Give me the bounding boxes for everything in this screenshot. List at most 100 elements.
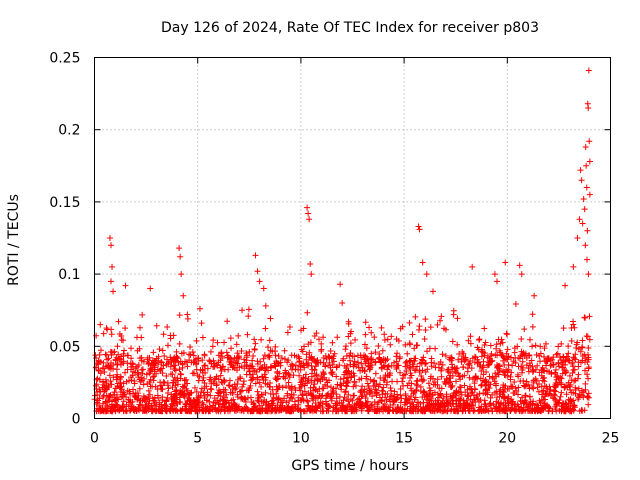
data-point (562, 358, 569, 365)
data-point (503, 330, 510, 337)
data-point (207, 392, 214, 399)
data-point (270, 394, 277, 401)
data-point (428, 355, 435, 362)
data-point (373, 389, 380, 396)
data-point (254, 388, 261, 395)
data-point (285, 370, 292, 377)
data-point (525, 403, 532, 410)
data-point (298, 327, 305, 334)
data-point (345, 368, 352, 375)
data-point (140, 393, 147, 400)
data-point (199, 334, 206, 341)
data-point (187, 344, 194, 351)
data-point (505, 353, 512, 360)
data-point (184, 311, 191, 318)
data-point (316, 336, 323, 343)
data-point (228, 345, 235, 352)
data-point (434, 376, 441, 383)
data-point (239, 383, 246, 390)
data-point (540, 375, 547, 382)
data-point (504, 372, 511, 379)
data-point (569, 359, 576, 366)
data-point (227, 389, 234, 396)
data-point (289, 395, 296, 402)
data-point (221, 339, 228, 346)
data-point (219, 353, 226, 360)
data-point (120, 398, 127, 405)
data-point (514, 371, 521, 378)
data-point (359, 392, 366, 399)
data-point (556, 354, 563, 361)
data-point (302, 371, 309, 378)
data-point (317, 408, 324, 415)
data-point (165, 342, 172, 349)
data-point (256, 278, 263, 285)
data-point (164, 382, 171, 389)
data-point (120, 407, 127, 414)
data-point (313, 359, 320, 366)
data-point (116, 331, 123, 338)
data-point (327, 384, 334, 391)
data-point (211, 360, 218, 367)
data-point (342, 343, 349, 350)
data-point (542, 404, 549, 411)
data-point (202, 369, 209, 376)
data-point (579, 344, 586, 351)
data-point (582, 355, 589, 362)
data-point (238, 395, 245, 402)
data-point (180, 292, 187, 299)
data-point (307, 260, 314, 267)
data-point (540, 387, 547, 394)
data-point (217, 372, 224, 379)
data-point (186, 391, 193, 398)
data-point (535, 381, 542, 388)
x-tick-label: 15 (395, 431, 413, 447)
x-tick-label: 20 (498, 431, 516, 447)
data-point (340, 375, 347, 382)
data-point (208, 386, 215, 393)
data-point (518, 335, 525, 342)
data-point (372, 359, 379, 366)
data-point (570, 363, 577, 370)
data-point (443, 391, 450, 398)
data-point (417, 360, 424, 367)
data-point (421, 408, 428, 415)
data-point (585, 271, 592, 278)
data-point (473, 391, 480, 398)
data-point (224, 318, 231, 325)
data-point (466, 374, 473, 381)
data-point (320, 385, 327, 392)
data-point (358, 402, 365, 409)
data-point (550, 361, 557, 368)
data-point (462, 389, 469, 396)
data-point (342, 388, 349, 395)
data-point (276, 382, 283, 389)
data-point (267, 390, 274, 397)
data-point (502, 402, 509, 409)
data-point (552, 369, 559, 376)
data-point (220, 401, 227, 408)
data-point (406, 364, 413, 371)
data-points (91, 67, 593, 415)
data-point (225, 408, 232, 415)
data-point (262, 407, 269, 414)
data-point (108, 398, 115, 405)
data-point (290, 391, 297, 398)
data-point (491, 271, 498, 278)
data-point (92, 352, 99, 359)
data-point (469, 376, 476, 383)
data-point (378, 365, 385, 372)
data-point (426, 385, 433, 392)
data-point (260, 399, 267, 406)
data-point (575, 385, 582, 392)
data-point (478, 346, 485, 353)
data-point (347, 374, 354, 381)
data-point (192, 408, 199, 415)
data-point (131, 393, 138, 400)
data-point (303, 356, 310, 363)
data-point (515, 391, 522, 398)
data-point (420, 389, 427, 396)
data-point (159, 347, 166, 354)
data-point (312, 404, 319, 411)
data-point (481, 341, 488, 348)
